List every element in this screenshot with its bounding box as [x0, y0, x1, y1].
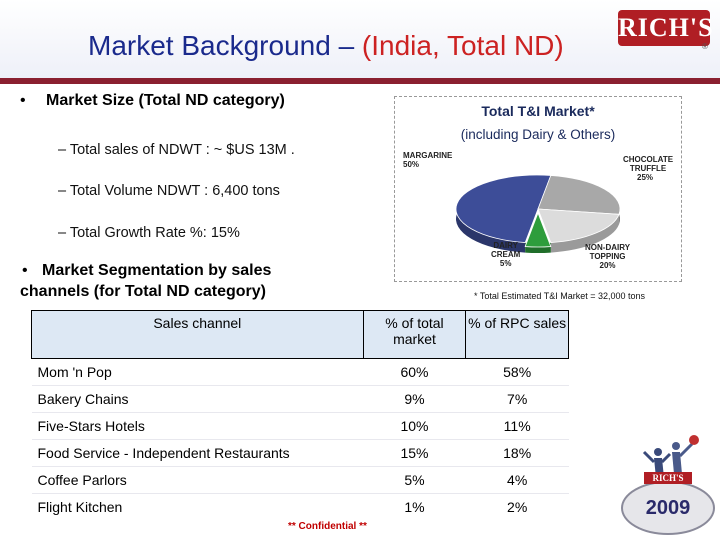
- slice-label-margarine: MARGARINE 50%: [403, 151, 453, 169]
- bullet-segmentation: •: [22, 262, 28, 279]
- channel-cell: Flight Kitchen: [31, 493, 364, 520]
- rpc-cell: 58%: [465, 358, 569, 386]
- channel-cell: Coffee Parlors: [31, 466, 364, 494]
- rpc-cell: 2%: [465, 493, 569, 520]
- pie-chart-box: Total T&I Market* (including Dairy & Oth…: [394, 96, 682, 282]
- channel-cell: Mom 'n Pop: [31, 358, 364, 386]
- segmentation-heading-line1: Market Segmentation by sales: [42, 262, 272, 279]
- pie-slice-chocolate-truffle: [537, 175, 621, 215]
- segmentation-heading-line2: channels (for Total ND category): [20, 283, 266, 300]
- chart-footnote: * Total Estimated T&I Market = 32,000 to…: [474, 291, 646, 301]
- total-sales-item: – Total sales of NDWT : ~ $US 13M .: [58, 142, 295, 158]
- table-row: Flight Kitchen 1% 2%: [31, 493, 569, 520]
- market-cell: 1%: [363, 493, 466, 520]
- market-cell: 9%: [363, 385, 466, 413]
- event-logo-brand: RICH'S: [652, 473, 683, 483]
- table-row: Food Service - Independent Restaurants 15…: [31, 439, 569, 467]
- channel-cell: Bakery Chains: [31, 385, 364, 413]
- chart-subtitle: (including Dairy & Others): [460, 127, 616, 142]
- rpc-cell: 7%: [465, 385, 569, 413]
- pie-slice-dairy-cream: [524, 211, 552, 248]
- table-row: Mom 'n Pop 60% 58%: [31, 358, 569, 386]
- market-cell: 15%: [363, 439, 466, 467]
- channel-cell: Food Service - Independent Restaurants: [31, 439, 364, 467]
- pie-slice-non-dairy-topping-side: [550, 214, 619, 253]
- sales-channel-table: Sales channel % of total market % of RPC…: [31, 310, 569, 520]
- bullet-market-size: •: [20, 92, 26, 109]
- registered-mark: ®: [702, 42, 708, 51]
- title-bar: Market Background – (India, Total ND) RI…: [0, 0, 720, 84]
- table-header-row: Sales channel % of total market % of RPC…: [31, 310, 569, 359]
- market-size-heading: Market Size (Total ND category): [46, 92, 285, 109]
- event-brand-band: [644, 472, 692, 484]
- table-row: Coffee Parlors 5% 4%: [31, 466, 569, 494]
- market-cell: 10%: [363, 412, 466, 440]
- rpc-cell: 18%: [465, 439, 569, 467]
- table-row: Five-Stars Hotels 10% 11%: [31, 412, 569, 440]
- confidential-label: ** Confidential **: [288, 521, 367, 532]
- pie-chart: [455, 174, 621, 254]
- event-logo-year: 2009: [646, 497, 691, 519]
- rpc-cell: 4%: [465, 466, 569, 494]
- channel-cell: Five-Stars Hotels: [31, 412, 364, 440]
- page-title: Market Background – (India, Total ND): [88, 30, 564, 61]
- table-row: Bakery Chains 9% 7%: [31, 385, 569, 413]
- market-cell: 60%: [363, 358, 466, 386]
- pie-slice-non-dairy-topping: [537, 208, 620, 243]
- slice-label-chocolate-truffle: CHOCOLATE TRUFFLE 25%: [623, 155, 674, 182]
- growth-rate-item: – Total Growth Rate %: 15%: [58, 225, 240, 241]
- event-logo: RICH'S 2009: [621, 435, 715, 535]
- pie-slice-margarine: [455, 174, 552, 244]
- header-rpc-sales: % of RPC sales: [465, 310, 569, 359]
- slice-label-dairy-cream: DAIRY CREAM 5%: [491, 241, 521, 268]
- market-cell: 5%: [363, 466, 466, 494]
- chart-title: Total T&I Market*: [481, 103, 595, 119]
- header-total-market: % of total market: [362, 310, 467, 359]
- rpc-cell: 11%: [465, 412, 569, 440]
- slice-label-non-dairy-topping: NON-DAIRY TOPPING 20%: [585, 243, 631, 270]
- total-volume-item: – Total Volume NDWT : 6,400 tons: [58, 183, 280, 199]
- header-sales-channel: Sales channel: [31, 310, 364, 359]
- richs-logo: RICH'S: [618, 10, 713, 46]
